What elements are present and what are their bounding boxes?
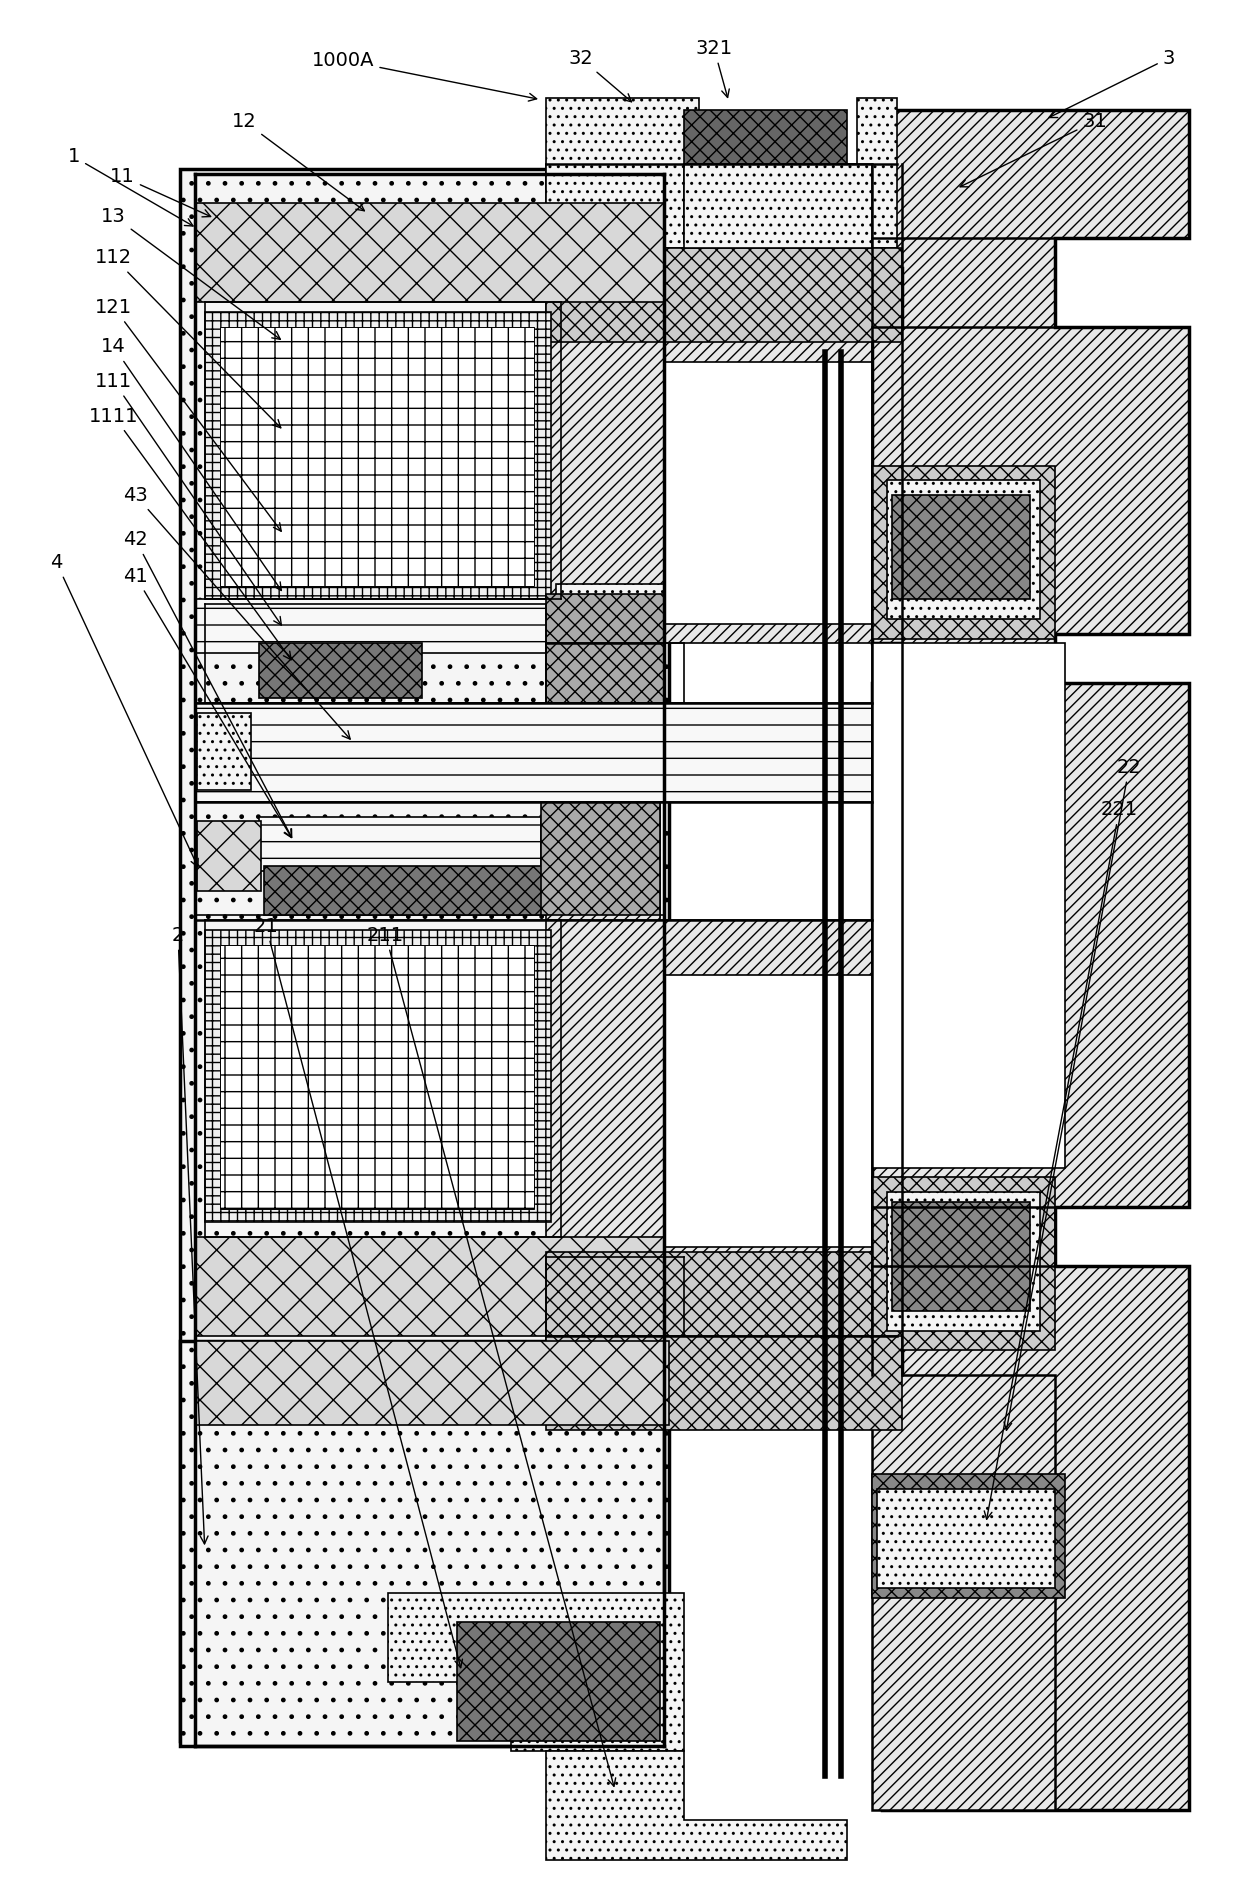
Bar xyxy=(205,312,551,599)
Bar xyxy=(556,624,665,702)
Bar xyxy=(180,1340,665,1745)
Text: 211: 211 xyxy=(367,925,616,1787)
Bar xyxy=(556,594,660,674)
Text: 221: 221 xyxy=(985,799,1138,1519)
Text: 1111: 1111 xyxy=(89,407,291,660)
Polygon shape xyxy=(872,1340,901,1376)
Text: 14: 14 xyxy=(102,337,281,590)
Bar xyxy=(259,643,423,698)
Text: 32: 32 xyxy=(568,49,631,101)
Bar xyxy=(665,974,872,1246)
Text: 121: 121 xyxy=(95,297,281,531)
Text: 4: 4 xyxy=(50,554,198,868)
Bar xyxy=(546,1252,901,1340)
Bar xyxy=(541,801,660,915)
Bar xyxy=(872,1475,1065,1599)
Text: 12: 12 xyxy=(232,112,365,211)
Text: 3: 3 xyxy=(1049,49,1176,118)
Bar xyxy=(546,801,660,921)
Polygon shape xyxy=(546,1751,847,1859)
Bar xyxy=(872,1178,1055,1351)
Bar xyxy=(665,362,872,624)
Bar xyxy=(892,1203,1030,1311)
Bar xyxy=(197,714,252,790)
Bar xyxy=(180,169,670,1741)
Bar xyxy=(259,816,541,872)
Bar xyxy=(546,247,901,343)
Bar xyxy=(195,599,665,653)
Bar xyxy=(546,594,665,702)
Bar xyxy=(684,164,872,247)
Bar xyxy=(892,495,1030,599)
Text: 31: 31 xyxy=(960,112,1107,186)
Text: 11: 11 xyxy=(110,167,211,217)
Bar xyxy=(195,801,665,915)
Text: 2: 2 xyxy=(172,925,208,1543)
Bar xyxy=(195,702,872,801)
Bar xyxy=(197,822,262,891)
Text: 111: 111 xyxy=(95,371,281,624)
Bar xyxy=(887,1193,1040,1330)
Bar xyxy=(219,946,534,1208)
Text: 22: 22 xyxy=(1004,757,1142,1431)
Bar xyxy=(872,643,1065,1168)
Bar xyxy=(556,584,665,643)
Polygon shape xyxy=(546,164,872,643)
Text: 1000A: 1000A xyxy=(312,51,537,101)
Polygon shape xyxy=(388,1593,684,1751)
Bar xyxy=(456,1623,660,1741)
Bar xyxy=(546,1336,901,1429)
Bar xyxy=(195,1340,670,1425)
Bar xyxy=(205,931,551,1222)
Polygon shape xyxy=(546,97,897,247)
Text: 42: 42 xyxy=(123,531,291,837)
Text: 112: 112 xyxy=(95,249,280,428)
Bar xyxy=(684,110,847,244)
Bar xyxy=(872,466,1055,639)
Polygon shape xyxy=(546,921,872,1336)
Polygon shape xyxy=(872,1376,1055,1810)
Bar xyxy=(195,1237,665,1336)
Bar xyxy=(877,1488,1055,1587)
Text: 43: 43 xyxy=(123,485,350,738)
Text: 13: 13 xyxy=(102,207,280,339)
Bar xyxy=(887,480,1040,618)
Polygon shape xyxy=(872,110,1189,1810)
Text: 321: 321 xyxy=(696,38,733,97)
Bar xyxy=(219,327,534,586)
Text: 1: 1 xyxy=(68,148,193,226)
Text: 41: 41 xyxy=(123,567,291,837)
Bar xyxy=(195,204,665,303)
Bar xyxy=(264,866,546,915)
Text: 21: 21 xyxy=(254,917,463,1667)
